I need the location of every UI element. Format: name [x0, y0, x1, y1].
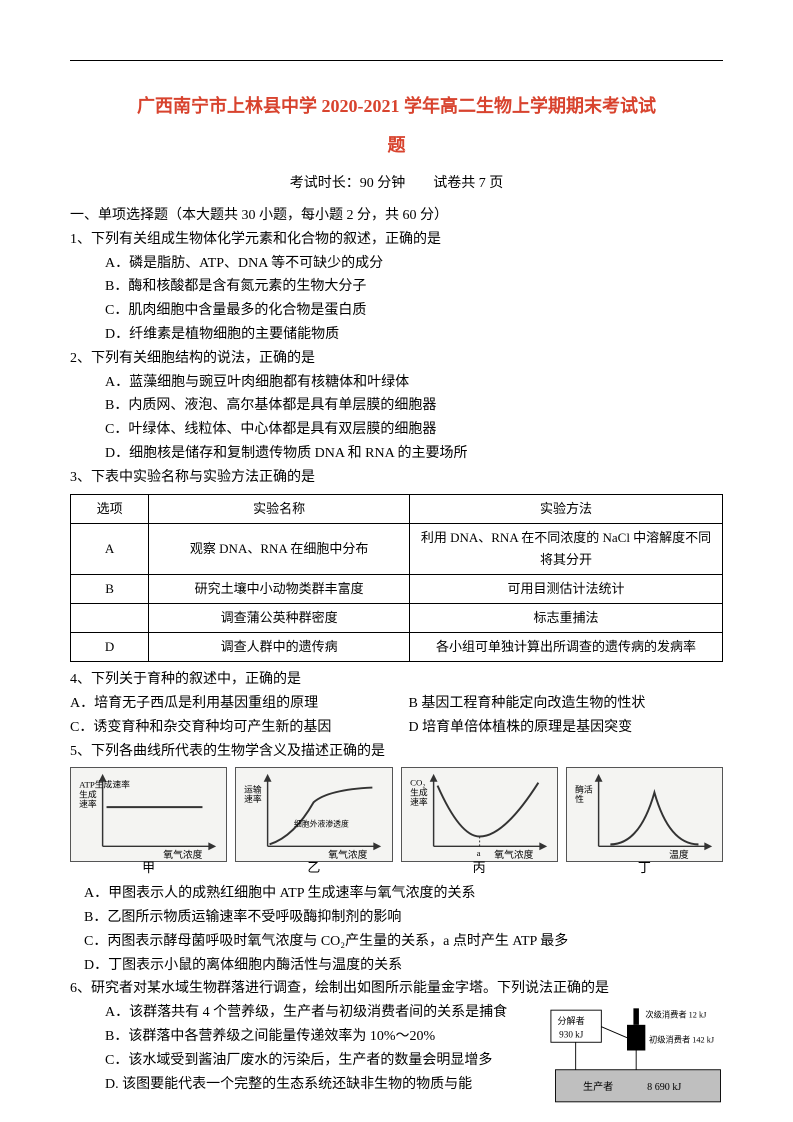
q4-opt-d: D 培育单倍体植株的原理是基因突变 — [409, 716, 724, 740]
q1-stem: 1、下列有关组成生物体化学元素和化合物的叙述，正确的是 — [70, 228, 723, 252]
q5-opt-a: A．甲图表示人的成熟红细胞中 ATP 生成速率与氧气浓度的关系 — [70, 882, 723, 906]
q3-r1c0: B — [71, 574, 149, 603]
q3-r0c0: A — [71, 523, 149, 574]
q3-th-2: 实验方法 — [410, 494, 723, 523]
q5-chart-d-label: 丁 — [567, 857, 722, 879]
q3-r0c2: 利用 DNA、RNA 在不同浓度的 NaCl 中溶解度不同将其分开 — [410, 523, 723, 574]
q3-r3c1: 调查人群中的遗传病 — [149, 633, 410, 662]
svg-text:8 690 kJ: 8 690 kJ — [647, 1082, 681, 1093]
q5-charts: ATP生成速率 生成 速率 氧气浓度 甲 运输 速率 细胞外液渗透度 氧气浓度 … — [70, 767, 723, 862]
q1-opt-d: D．纤维素是植物细胞的主要储能物质 — [70, 323, 723, 347]
q1-opt-b: B．酶和核酸都是含有氮元素的生物大分子 — [70, 275, 723, 299]
q2-opt-a: A．蓝藻细胞与豌豆叶肉细胞都有核糖体和叶绿体 — [70, 371, 723, 395]
svg-text:细胞外液渗透度: 细胞外液渗透度 — [294, 819, 349, 829]
svg-text:ATP生成速率: ATP生成速率 — [79, 779, 130, 790]
q3-th-1: 实验名称 — [149, 494, 410, 523]
energy-pyramid: 分解者 930 kJ 次级消费者 12 kJ 初级消费者 142 kJ 生产者 … — [543, 1001, 733, 1111]
q2-opt-d: D．细胞核是储存和复制遗传物质 DNA 和 RNA 的主要场所 — [70, 442, 723, 466]
section-1-heading: 一、单项选择题（本大题共 30 小题，每小题 2 分，共 60 分） — [70, 204, 723, 228]
q5-chart-b: 运输 速率 细胞外液渗透度 氧气浓度 乙 — [235, 767, 392, 862]
svg-text:生成: 生成 — [410, 787, 428, 798]
svg-text:次级消费者 12 kJ: 次级消费者 12 kJ — [645, 1010, 707, 1020]
q5-opt-c: C．丙图表示酵母菌呼吸时氧气浓度与 CO₂产生量的关系，a 点时产生 ATP 最… — [70, 930, 723, 954]
q4-opt-b: B 基因工程育种能定向改造生物的性状 — [409, 692, 724, 716]
q4-opt-a: A．培育无子西瓜是利用基因重组的原理 — [70, 692, 385, 716]
table-row: 调查蒲公英种群密度 标志重捕法 — [71, 603, 723, 632]
svg-text:分解者: 分解者 — [557, 1015, 584, 1026]
svg-text:930 kJ: 930 kJ — [559, 1030, 584, 1040]
q3-r0c1: 观察 DNA、RNA 在细胞中分布 — [149, 523, 410, 574]
q3-r1c2: 可用目测估计法统计 — [410, 574, 723, 603]
table-row: 选项 实验名称 实验方法 — [71, 494, 723, 523]
q3-r2c1: 调查蒲公英种群密度 — [149, 603, 410, 632]
q6-stem: 6、研究者对某水域生物群落进行调查，绘制出如图所示能量金字塔。下列说法正确的是 — [70, 977, 723, 1001]
doc-title-line2: 题 — [70, 130, 723, 161]
q3-r2c0 — [71, 603, 149, 632]
exam-info: 考试时长：90 分钟 试卷共 7 页 — [70, 172, 723, 196]
q3-th-0: 选项 — [71, 494, 149, 523]
svg-text:速率: 速率 — [244, 794, 262, 805]
table-row: B 研究土壤中小动物类群丰富度 可用目测估计法统计 — [71, 574, 723, 603]
q4-stem: 4、下列关于育种的叙述中，正确的是 — [70, 668, 723, 692]
q5-chart-a-label: 甲 — [71, 857, 226, 879]
q3-table: 选项 实验名称 实验方法 A 观察 DNA、RNA 在细胞中分布 利用 DNA、… — [70, 494, 723, 663]
q5-stem: 5、下列各曲线所代表的生物学含义及描述正确的是 — [70, 740, 723, 764]
svg-text:速率: 速率 — [410, 796, 428, 807]
q1-opt-a: A．磷是脂肪、ATP、DNA 等不可缺少的成分 — [70, 252, 723, 276]
top-rule — [70, 60, 723, 61]
q2-opt-c: C．叶绿体、线粒体、中心体都是具有双层膜的细胞器 — [70, 418, 723, 442]
q5-chart-c: a CO₂ 生成 速率 氧气浓度 丙 — [401, 767, 558, 862]
q1-opt-c: C．肌肉细胞中含量最多的化合物是蛋白质 — [70, 299, 723, 323]
q3-r1c1: 研究土壤中小动物类群丰富度 — [149, 574, 410, 603]
svg-text:CO₂: CO₂ — [410, 778, 425, 788]
q2-opt-b: B．内质网、液泡、高尔基体都是具有单层膜的细胞器 — [70, 394, 723, 418]
svg-text:初级消费者 142 kJ: 初级消费者 142 kJ — [649, 1035, 715, 1045]
svg-text:生产者: 生产者 — [583, 1080, 613, 1093]
q5-chart-a: ATP生成速率 生成 速率 氧气浓度 甲 — [70, 767, 227, 862]
doc-title-line1: 广西南宁市上林县中学 2020-2021 学年高二生物上学期期末考试试 — [70, 91, 723, 122]
table-row: A 观察 DNA、RNA 在细胞中分布 利用 DNA、RNA 在不同浓度的 Na… — [71, 523, 723, 574]
q4-opt-c: C．诱变育种和杂交育种均可产生新的基因 — [70, 716, 385, 740]
q5-chart-c-label: 丙 — [402, 857, 557, 879]
svg-text:运输: 运输 — [244, 784, 262, 795]
q2-stem: 2、下列有关细胞结构的说法，正确的是 — [70, 347, 723, 371]
q5-opt-b: B．乙图所示物质运输速率不受呼吸酶抑制剂的影响 — [70, 906, 723, 930]
q3-r3c2: 各小组可单独计算出所调查的遗传病的发病率 — [410, 633, 723, 662]
svg-text:速率: 速率 — [79, 798, 97, 809]
q3-r2c2: 标志重捕法 — [410, 603, 723, 632]
svg-text:生成: 生成 — [79, 789, 97, 800]
svg-text:性: 性 — [575, 794, 584, 805]
q5-opt-d: D．丁图表示小鼠的离体细胞内酶活性与温度的关系 — [70, 954, 723, 978]
q5-chart-b-label: 乙 — [236, 857, 391, 879]
table-row: D 调查人群中的遗传病 各小组可单独计算出所调查的遗传病的发病率 — [71, 633, 723, 662]
q3-r3c0: D — [71, 633, 149, 662]
q5-chart-d: 酶活 性 温度 丁 — [566, 767, 723, 862]
q3-stem: 3、下表中实验名称与实验方法正确的是 — [70, 466, 723, 490]
svg-text:酶活: 酶活 — [575, 784, 593, 795]
